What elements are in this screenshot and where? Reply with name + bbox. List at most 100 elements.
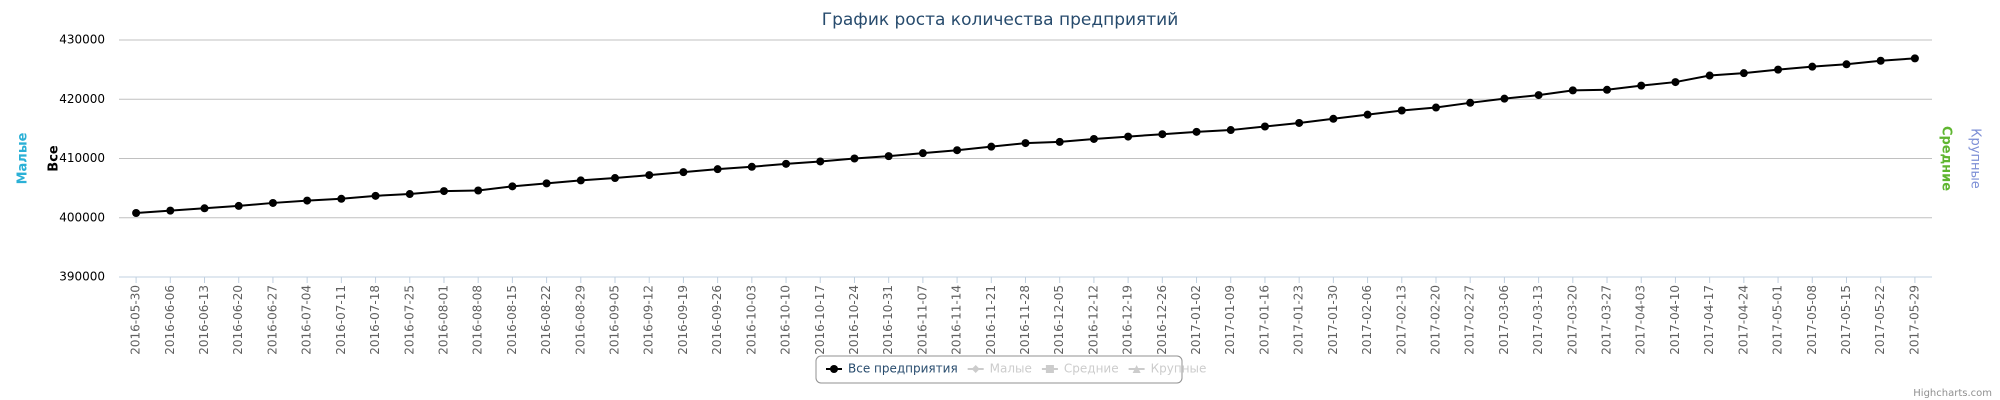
chart-title: График роста количества предприятий [822,10,1179,30]
x-tick-label: 2017-05-22 [1873,285,1887,355]
x-tick-label: 2016-06-27 [265,285,279,355]
x-tick-label: 2017-04-10 [1668,285,1682,355]
y-axis-title: Все [47,145,62,172]
x-tick-label: 2016-08-29 [573,285,587,355]
point [1705,71,1714,80]
point [850,154,859,163]
x-tick-label: 2016-09-19 [676,285,690,355]
y-tick-label: 390000 [59,270,105,284]
point [474,186,483,195]
point [1055,137,1064,146]
y2-axis-title: Крупные [1968,128,1983,188]
x-tick-label: 2017-03-06 [1497,285,1511,355]
point [1089,134,1098,143]
x-tick-label: 2017-01-09 [1223,285,1237,355]
y-tick-label: 430000 [59,33,105,47]
x-tick-label: 2017-03-20 [1565,285,1579,355]
x-tick-label: 2016-12-05 [1052,285,1066,355]
point [1021,139,1030,148]
x-tick-label: 2016-07-25 [402,285,416,355]
x-tick-label: 2016-11-21 [984,285,998,355]
point [645,171,654,180]
x-tick-label: 2016-12-19 [1121,285,1135,355]
point [953,146,962,155]
x-tick-label: 2016-07-11 [334,285,348,355]
x-tick-label: 2016-06-06 [163,285,177,355]
point [747,162,756,171]
x-tick-label: 2016-10-10 [779,285,793,355]
point [234,201,243,210]
point [918,149,927,158]
x-tick-label: 2017-01-30 [1326,285,1340,355]
x-tick-label: 2016-07-18 [368,285,382,355]
point [1500,94,1509,103]
x-tick-label: 2017-02-13 [1394,285,1408,355]
point [1329,114,1338,123]
x-tick-label: 2017-04-24 [1736,285,1750,355]
point [1603,85,1612,94]
point [268,198,277,207]
x-tick-label: 2017-02-27 [1463,285,1477,355]
legend-symbol [1132,365,1141,373]
x-tick-label: 2016-08-22 [539,285,553,355]
point [1910,54,1919,63]
y2-axis-title: Средние [1939,126,1954,191]
legend-label: Малые [990,362,1032,376]
legend-item[interactable]: Средние [1041,362,1119,376]
point [1876,56,1885,65]
point [884,152,893,161]
x-tick-label: 2016-11-28 [1018,285,1032,355]
point [508,182,517,191]
series-line [136,57,1915,215]
point [679,168,688,177]
point [337,194,346,203]
point [1466,98,1475,107]
legend-label: Все предприятия [848,362,958,376]
legend-item[interactable]: Все предприятия [826,362,958,376]
x-tick-label: 2016-12-26 [1155,285,1169,355]
point [1671,78,1680,87]
point [1397,106,1406,115]
x-tick-label: 2017-02-20 [1428,285,1442,355]
point [1774,65,1783,74]
legend-item[interactable]: Крупные [1128,362,1207,376]
point [132,209,141,218]
x-tick-label: 2017-02-06 [1360,285,1374,355]
point [1739,69,1748,78]
x-tick-label: 2017-04-03 [1634,285,1648,355]
x-tick-label: 2016-09-05 [608,285,622,355]
point [1534,91,1543,100]
x-tick-label: 2016-10-24 [847,285,861,355]
credits: Highcharts.com [1913,388,1992,399]
x-tick-label: 2017-05-29 [1907,285,1921,355]
x-tick-label: 2017-03-13 [1531,285,1545,355]
point [1568,86,1577,95]
point [1124,132,1133,141]
x-tick-label: 2016-11-14 [950,285,964,355]
point [200,204,209,213]
point [542,179,551,188]
legend-item[interactable]: Малые [967,362,1032,376]
point [1295,118,1304,127]
point [1158,130,1167,139]
x-tick-label: 2016-10-03 [744,285,758,355]
legend-symbol [830,365,838,373]
point [782,159,791,168]
point [611,174,620,183]
legend-label: Средние [1064,362,1119,376]
point [371,191,380,200]
x-tick-label: 2016-12-12 [1086,285,1100,355]
x-tick-label: 2016-10-17 [813,285,827,355]
point [1192,127,1201,136]
point [1226,126,1235,135]
x-tick-label: 2016-08-08 [471,285,485,355]
point [1808,62,1817,71]
legend-box [815,355,1183,384]
x-tick-label: 2017-05-01 [1771,285,1785,355]
point [1363,110,1372,119]
y-tick-label: 420000 [59,92,105,106]
x-tick-label: 2016-05-30 [129,285,143,355]
point [1260,122,1269,131]
